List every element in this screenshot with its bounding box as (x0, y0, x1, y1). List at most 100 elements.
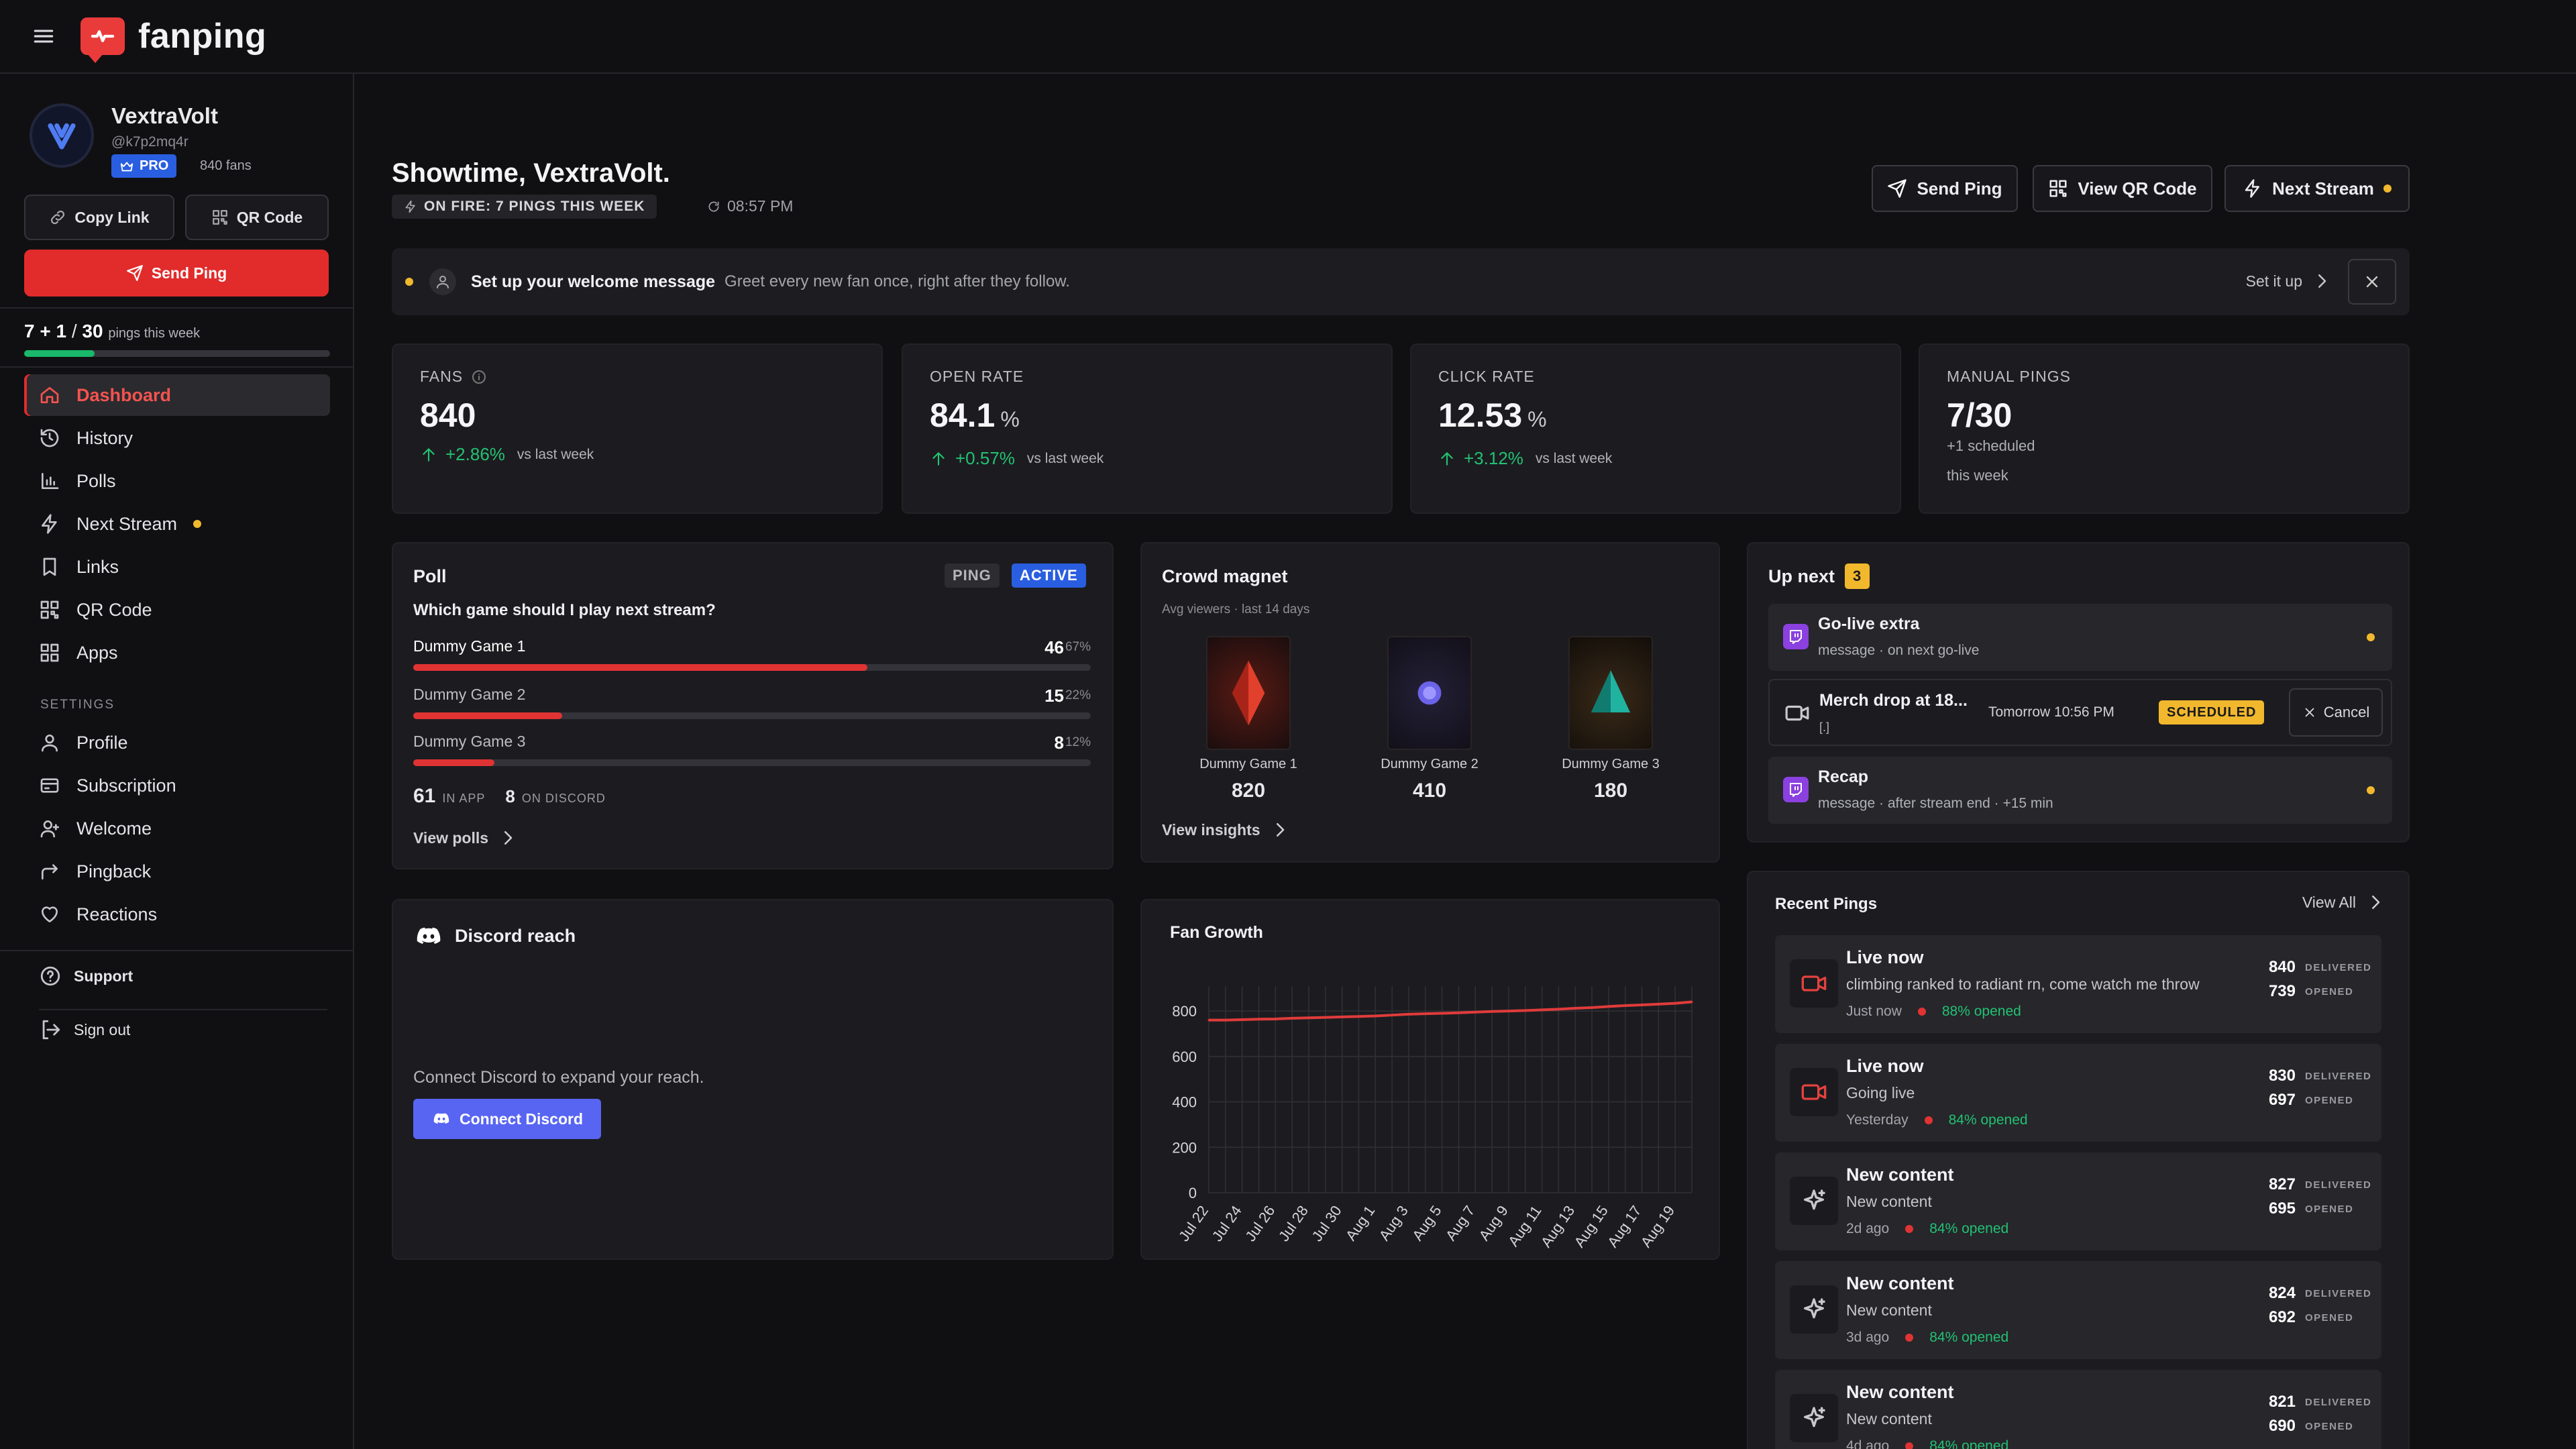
data-point (1441, 1012, 1444, 1014)
send-ping-button[interactable]: Send Ping (1872, 165, 2018, 212)
divider (39, 1009, 327, 1010)
refresh-time[interactable]: 08:57 PM (707, 197, 793, 215)
nav-reactions[interactable]: Reactions (24, 894, 330, 935)
delivered-count: 824 DELIVERED (2268, 1284, 2372, 1302)
qr-icon (39, 599, 60, 621)
y-tick-label: 600 (1172, 1049, 1197, 1065)
up-next-card: Up next 3 Go-live extra message · on nex… (1747, 542, 2410, 843)
data-point (1657, 1003, 1660, 1006)
close-icon[interactable] (2348, 259, 2396, 305)
up-next-item[interactable]: Recap message · after stream end · +15 m… (1768, 757, 2392, 824)
recent-ping-row[interactable]: New content New content 4d ago 84% opened 82… (1775, 1370, 2381, 1449)
sparkle-icon (1790, 1285, 1838, 1334)
pings-progress-fill (24, 350, 95, 357)
nav-history[interactable]: History (24, 417, 330, 459)
link-icon (49, 209, 66, 226)
game-viewers: 180 (1593, 780, 1628, 802)
cancel-button[interactable]: Cancel (2289, 688, 2383, 737)
nav-pingback[interactable]: Pingback (24, 851, 330, 892)
next-stream-button[interactable]: Next Stream (2224, 165, 2410, 212)
x-tick-label: Jul 22 (1175, 1203, 1212, 1244)
ping-title: New content (1846, 1273, 1954, 1293)
avatar[interactable] (30, 103, 94, 168)
ping-text: Going live (1846, 1084, 1915, 1102)
ping-title: New content (1846, 1165, 1954, 1185)
status-dot (1905, 1442, 1914, 1449)
nav-links[interactable]: Links (24, 546, 330, 588)
x-tick-label: Aug 5 (1409, 1203, 1444, 1244)
opened-count: 690 OPENED (2268, 1417, 2354, 1435)
poll-option: Dummy Game 2 15 22% (413, 686, 1091, 706)
data-point (1291, 1017, 1293, 1020)
ping-meta: 4d ago 84% opened (1846, 1438, 2009, 1449)
nav-subscription[interactable]: Subscription (24, 765, 330, 806)
data-point (1541, 1008, 1544, 1011)
active-chip: ACTIVE (1012, 564, 1086, 588)
status-dot (1924, 1116, 1933, 1124)
nav-profile[interactable]: Profile (24, 722, 330, 763)
stat-delta: +3.12% vs last week (1438, 448, 1612, 469)
stat-value: 7/30 (1947, 396, 2012, 434)
nav-apps[interactable]: Apps (24, 632, 330, 674)
grid-icon (39, 642, 60, 663)
menu-icon[interactable] (31, 23, 56, 49)
game-name: Dummy Game 1 (1199, 757, 1297, 771)
game-viewers: 410 (1412, 780, 1447, 802)
discord-icon (413, 923, 444, 950)
stat-sub: this week (1947, 467, 2008, 484)
stat-value: 12.53% (1438, 396, 1547, 434)
nav-polls[interactable]: Polls (24, 460, 330, 502)
send-ping-button[interactable]: Send Ping (24, 250, 329, 297)
nav-next-stream[interactable]: Next Stream (24, 503, 330, 545)
delivered-count: 821 DELIVERED (2268, 1393, 2372, 1411)
copy-link-button[interactable]: Copy Link (24, 195, 174, 240)
connect-discord-button[interactable]: Connect Discord (413, 1099, 601, 1139)
qr-code-button[interactable]: QR Code (185, 195, 329, 240)
profile-block (30, 103, 94, 168)
ping-text: New content (1846, 1301, 1932, 1319)
scheduled-badge: SCHEDULED (2159, 700, 2265, 724)
nav-welcome[interactable]: Welcome (24, 808, 330, 849)
data-point (1341, 1016, 1344, 1018)
view-qr-button[interactable]: View QR Code (2033, 165, 2212, 212)
view-polls-link[interactable]: View polls (413, 828, 518, 848)
data-point (1307, 1016, 1310, 1019)
support-link[interactable]: Support (39, 965, 133, 987)
stat-delta: +2.86% vs last week (420, 444, 594, 465)
stat-fans: FANS 840 +2.86% vs last week (392, 343, 883, 514)
data-point (1391, 1014, 1393, 1016)
nav-qr-code[interactable]: QR Code (24, 589, 330, 631)
game-viewers: 820 (1231, 780, 1266, 802)
up-next-item[interactable]: Go-live extra message · on next go-live (1768, 604, 2392, 671)
view-all-link[interactable]: View All (2302, 892, 2385, 912)
info-icon[interactable] (471, 369, 487, 385)
brand-name: fanping (138, 17, 267, 56)
recent-ping-row[interactable]: New content New content 2d ago 84% opened 82… (1775, 1152, 2381, 1250)
recent-pings-title: Recent Pings (1775, 895, 1878, 913)
data-point (1208, 1019, 1210, 1022)
heart-icon (39, 904, 60, 925)
sign-out-link[interactable]: Sign out (39, 1018, 130, 1041)
qr-icon (2048, 178, 2068, 199)
recent-ping-row[interactable]: New content New content 3d ago 84% opened 82… (1775, 1261, 2381, 1359)
status-dot (1905, 1334, 1914, 1342)
stat-open-rate: OPEN RATE 84.1% +0.57% vs last week (902, 343, 1393, 514)
view-insights-link[interactable]: View insights (1162, 820, 1290, 840)
up-next-item[interactable]: Merch drop at 18... [.] Tomorrow 10:56 P… (1768, 679, 2392, 746)
chart-title: Fan Growth (1170, 923, 1263, 942)
recent-ping-row[interactable]: Live now Going live Yesterday 84% opened 830… (1775, 1044, 2381, 1142)
video-icon (1784, 700, 1810, 726)
user-icon (39, 732, 60, 753)
home-icon (39, 384, 60, 406)
series-line (1209, 1000, 1693, 1022)
ping-title: Live now (1846, 947, 1924, 967)
crowd-magnet-card: Crowd magnet Avg viewers · last 14 days … (1140, 542, 1720, 863)
arrow-up-icon (1438, 450, 1456, 468)
nav-dashboard[interactable]: Dashboard (24, 374, 330, 416)
set-it-up-link[interactable]: Set it up (2246, 271, 2332, 291)
ping-meta: Yesterday 84% opened (1846, 1112, 2028, 1128)
count-badge: 3 (1845, 564, 1870, 589)
fan-growth-card: Fan Growth 0 200 400 600 800 Jul 22 Jul 24 Jul … (1140, 899, 1720, 1260)
y-tick-label: 400 (1172, 1094, 1197, 1111)
recent-ping-row[interactable]: Live now climbing ranked to radiant rn, c… (1775, 935, 2381, 1033)
